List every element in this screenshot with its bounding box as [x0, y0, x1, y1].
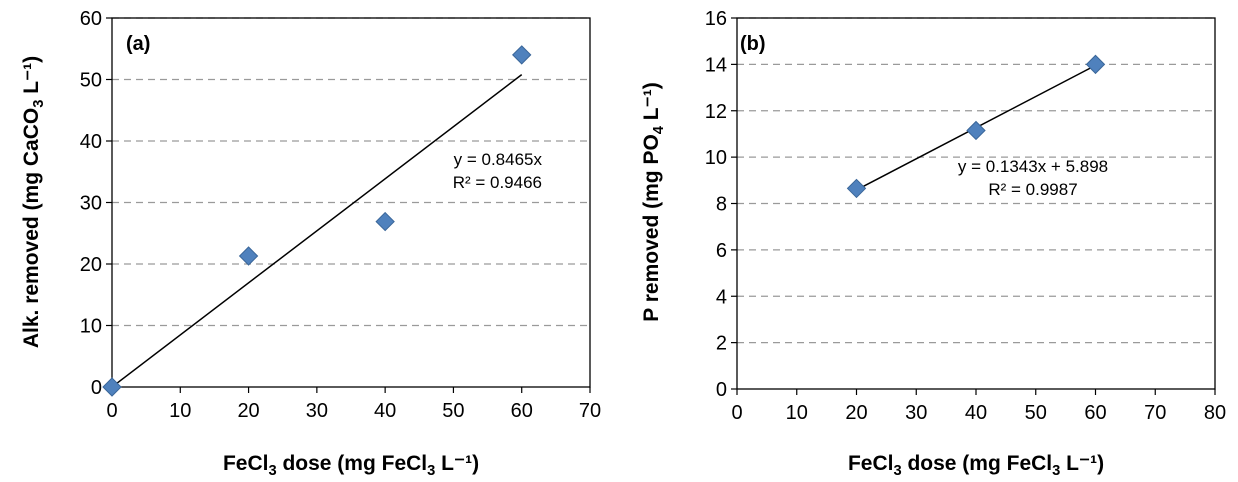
y-axis-title: Alk. removed (mg CaCO3 L⁻¹): [20, 56, 47, 348]
subscript-text: 3: [31, 100, 47, 108]
label-text: FeCl: [848, 452, 894, 475]
y-tick-label: 2: [716, 333, 727, 355]
y-tick-label: 4: [716, 286, 727, 308]
x-tick-label: 50: [1025, 402, 1047, 424]
x-tick-label: 60: [1084, 402, 1106, 424]
trendline-equation: y = 0.8465x: [454, 150, 543, 169]
chart-panel-1: 0 10 20 30 40 50 60 0 10 20 30 40 50 60 70 (a) y = 0.846…: [20, 8, 601, 479]
label-text: L⁻¹): [435, 452, 479, 475]
y-axis-title: P removed (mg PO4 L⁻¹): [640, 82, 667, 321]
label-text: L⁻¹): [1060, 452, 1104, 475]
label-text: L⁻¹): [640, 82, 663, 126]
y-tick-label: 0: [716, 379, 727, 401]
subscript-text: 3: [268, 463, 276, 477]
label-text: dose (mg FeCl: [902, 452, 1053, 475]
x-tick-label: 0: [106, 400, 117, 422]
y-tick-label: 12: [705, 101, 727, 123]
data-point: [238, 246, 259, 266]
trendline: [111, 74, 523, 388]
data-point: [375, 211, 395, 232]
y-tick-label: 50: [80, 70, 102, 92]
subscript-text: 3: [1052, 463, 1060, 477]
x-axis-title: FeCl3 dose (mg FeCl3 L⁻¹): [848, 452, 1104, 477]
x-tick-label: 70: [579, 400, 601, 422]
x-tick-label: 30: [905, 402, 927, 424]
x-axis-title: FeCl3 dose (mg FeCl3 L⁻¹): [223, 452, 479, 477]
x-tick-label: 30: [306, 400, 328, 422]
x-tick-label: 50: [442, 400, 464, 422]
panel-label: (b): [740, 33, 766, 55]
x-tick-label: 20: [237, 400, 259, 422]
y-tick-label: 14: [705, 54, 727, 76]
x-tick-label: 80: [1204, 402, 1226, 424]
y-tick-label: 20: [80, 254, 102, 276]
r-squared-label: R² = 0.9466: [453, 173, 542, 192]
panel-label: (a): [126, 33, 150, 55]
y-tick-label: 10: [80, 316, 102, 338]
y-tick-label: 30: [80, 193, 102, 215]
x-tick-label: 20: [845, 402, 867, 424]
data-point: [966, 120, 986, 141]
y-tick-label: 40: [80, 131, 102, 153]
plot-area-border: [736, 17, 1216, 390]
x-tick-label: 70: [1144, 402, 1166, 424]
chart-panel-2: 0 2 4 6 8 10 12 14 16 0 10 20 30 40 50 60 70 80 (b) y = 0.1…: [640, 8, 1226, 479]
x-tick-label: 10: [786, 402, 808, 424]
data-point: [512, 45, 532, 65]
data-point: [846, 178, 867, 199]
label-text: dose (mg FeCl: [277, 452, 428, 475]
r-squared-label: R² = 0.9987: [988, 180, 1077, 199]
subscript-text: 3: [427, 463, 435, 477]
x-tick-label: 40: [965, 402, 987, 424]
x-tick-label: 60: [511, 400, 533, 422]
y-tick-label: 16: [705, 8, 727, 30]
y-tick-label: 8: [716, 194, 727, 216]
label-text: P removed (mg PO: [640, 134, 663, 322]
subscript-text: 4: [651, 125, 667, 134]
trendline-equation: y = 0.1343x + 5.898: [958, 157, 1108, 176]
label-text: FeCl: [223, 452, 269, 475]
y-tick-label: 10: [705, 147, 727, 169]
x-tick-label: 40: [374, 400, 396, 422]
data-point: [102, 377, 122, 397]
data-point: [1085, 54, 1106, 75]
x-tick-label: 10: [169, 400, 191, 422]
y-tick-label: 60: [80, 8, 102, 30]
label-text: Alk. removed (mg CaCO: [20, 108, 43, 348]
subscript-text: 3: [893, 463, 901, 477]
label-text: L⁻¹): [20, 56, 43, 100]
x-tick-label: 0: [731, 402, 742, 424]
y-tick-label: 0: [91, 377, 102, 399]
y-tick-label: 6: [716, 240, 727, 262]
